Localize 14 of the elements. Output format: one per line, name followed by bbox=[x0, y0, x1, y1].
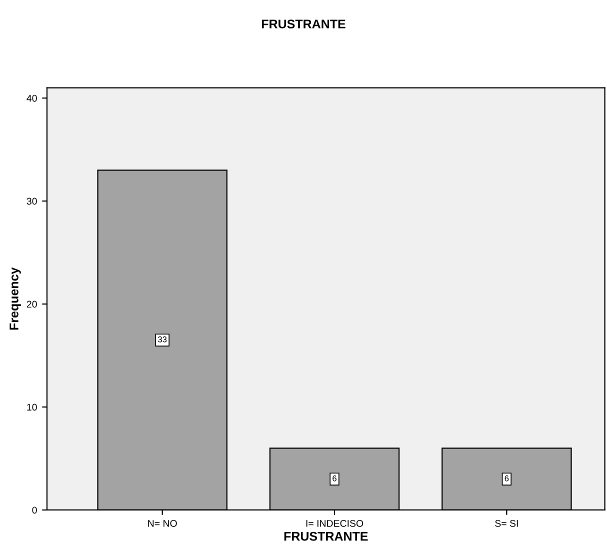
y-tick-label: 30 bbox=[26, 198, 37, 205]
data-label: 6 bbox=[332, 475, 336, 482]
data-label: 6 bbox=[504, 475, 509, 482]
x-tick-label: N= NO bbox=[148, 520, 177, 527]
x-tick-label: I= INDECISO bbox=[306, 520, 364, 527]
y-tick-label: 10 bbox=[27, 404, 37, 411]
y-tick-label: 0 bbox=[32, 506, 37, 514]
y-tick-label: 40 bbox=[26, 94, 37, 102]
y-tick-label: 20 bbox=[26, 300, 37, 308]
x-tick-label: S= SI bbox=[495, 520, 518, 527]
chart-title: FRUSTRANTE bbox=[262, 20, 346, 28]
x-axis-title: FRUSTRANTE bbox=[284, 532, 368, 541]
data-label: 33 bbox=[158, 336, 167, 342]
y-axis-title: Frequency bbox=[10, 267, 21, 330]
